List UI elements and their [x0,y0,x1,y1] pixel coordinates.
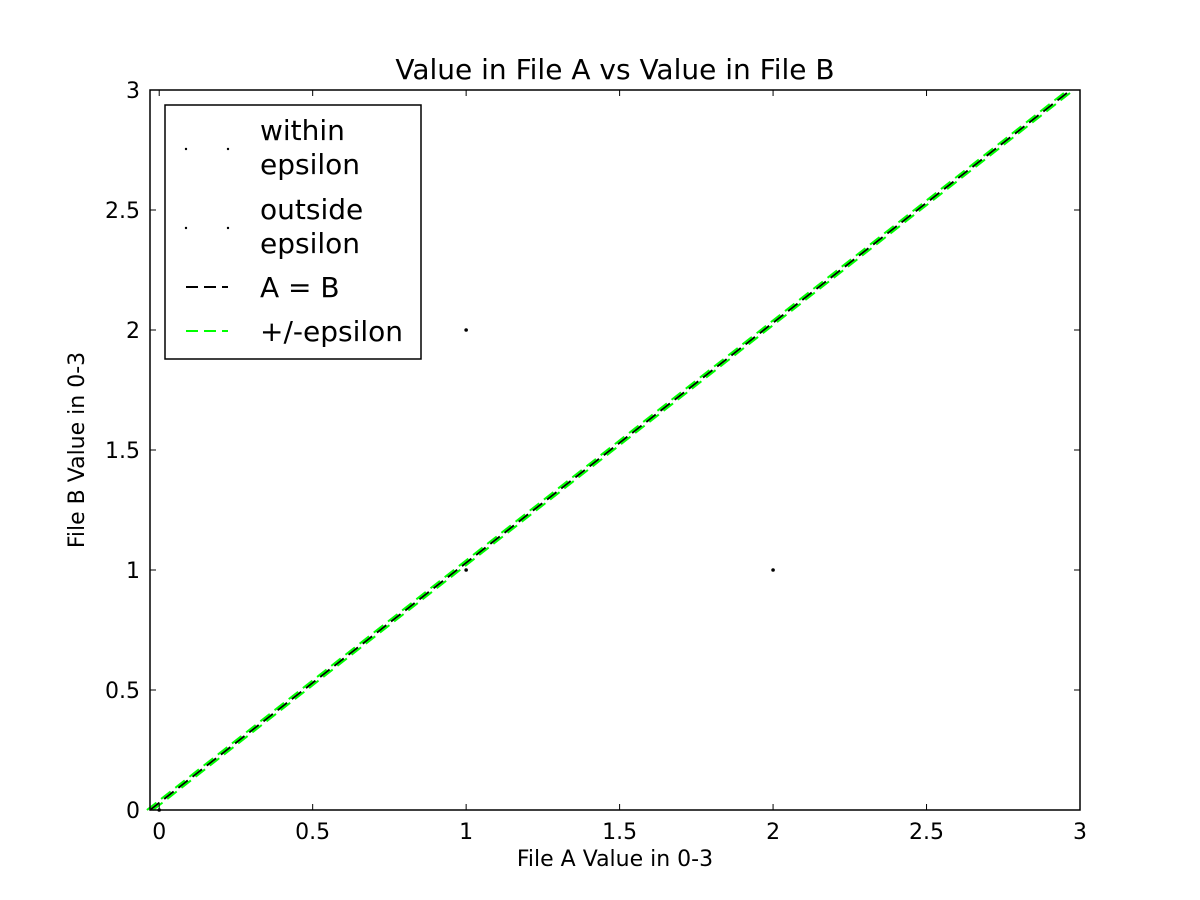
legend-box [164,104,422,360]
x-tick-label: 0.5 [295,820,330,845]
legend-label: +/-epsilon [260,315,403,348]
x-tick-label: 1.5 [602,820,637,845]
series-line-3-0 [146,89,1069,811]
x-tick-label: 2 [766,820,780,845]
x-tick-label: 1 [459,820,473,845]
y-tick-label: 0.5 [105,679,140,704]
data-point-1-1 [771,568,775,572]
y-tick-label: 1 [126,559,140,584]
x-tick-label: 0 [152,820,166,845]
y-tick-label: 2 [126,319,140,344]
legend-label: epsilon [260,227,360,260]
data-point-1-0 [464,328,468,332]
legend-label: A = B [260,271,340,304]
y-axis-label: File B Value in 0-3 [65,352,90,548]
legend-marker [184,226,188,230]
x-axis-label: File A Value in 0-3 [517,847,713,872]
legend-marker [226,147,230,151]
series-layer [146,89,1075,812]
tick-layer: 0 0.5 1 1.5 2 2.5 3 0 0.5 1 1.5 2 2.5 3 [105,79,1087,845]
x-tick-label: 2.5 [909,820,944,845]
y-tick-label: 3 [126,79,140,104]
chart-title: Value in File A vs Value in File B [395,53,834,86]
legend-marker [226,226,230,230]
x-tick-label: 3 [1073,820,1087,845]
y-tick-label: 2.5 [105,199,140,224]
data-point-0-1 [464,568,468,572]
y-tick-label: 0 [126,799,140,824]
legend-label: epsilon [260,148,360,181]
series-line-3-1 [152,89,1075,811]
legend-label: outside [260,193,363,226]
legend-marker [184,147,188,151]
series-line-2-0 [149,89,1072,811]
y-tick-label: 1.5 [105,439,140,464]
legend-label: within [260,114,345,147]
